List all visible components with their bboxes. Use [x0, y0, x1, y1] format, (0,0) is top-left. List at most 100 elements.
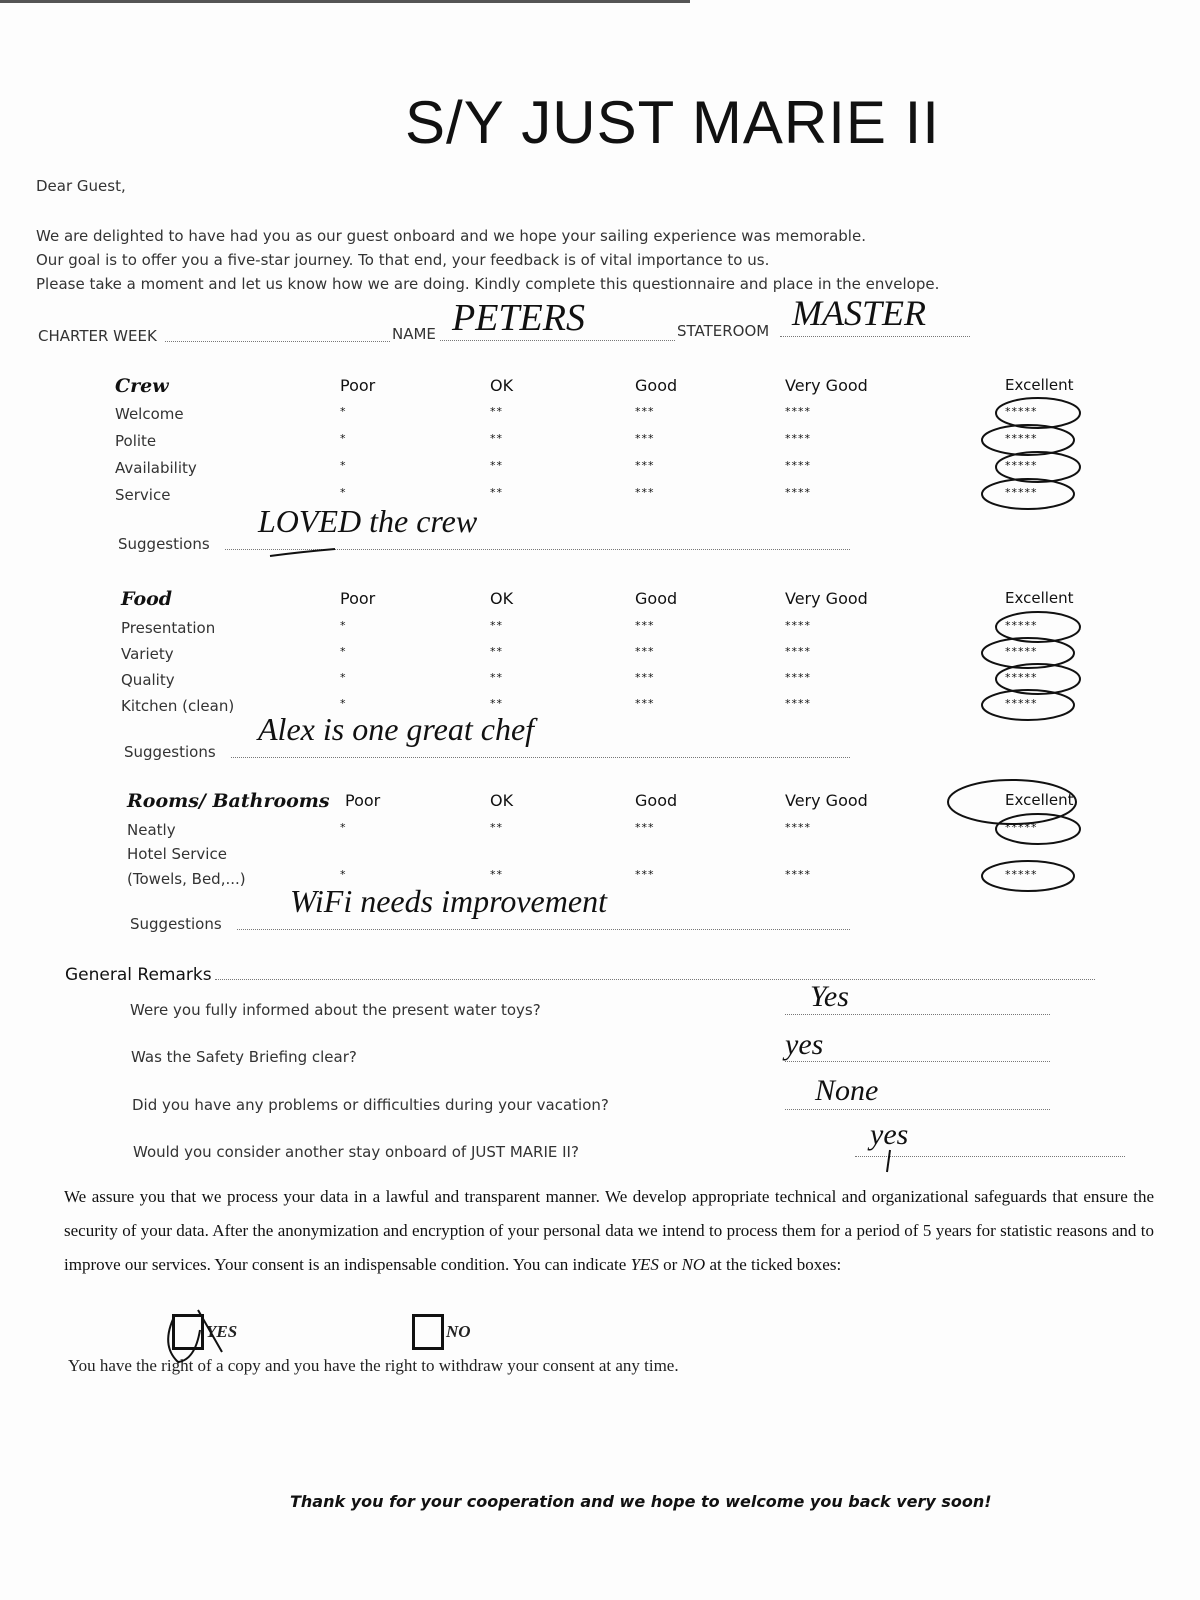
column-header-poor: Poor	[340, 589, 376, 608]
rating-option-5-star[interactable]: *****	[1005, 868, 1038, 881]
general-remarks-label: General Remarks	[65, 965, 212, 985]
stateroom-field[interactable]: MASTER	[792, 293, 926, 333]
consent-or: or	[658, 1255, 682, 1274]
suggestions-label: Suggestions	[118, 535, 210, 553]
rating-option-2-star[interactable]: **	[490, 619, 503, 632]
stateroom-label: STATEROOM	[677, 322, 770, 340]
rating-option-4-star[interactable]: ****	[785, 619, 811, 632]
rating-option-2-star[interactable]: **	[490, 459, 503, 472]
rating-option-2-star[interactable]: **	[490, 405, 503, 418]
name-field-line	[440, 339, 675, 341]
rating-option-1-star[interactable]: *	[340, 821, 347, 834]
rating-option-1-star[interactable]: *	[340, 432, 347, 445]
rating-option-1-star[interactable]: *	[340, 486, 347, 499]
rating-option-3-star[interactable]: ***	[635, 405, 655, 418]
document-title: S/Y JUST MARIE II	[405, 89, 940, 156]
rating-option-1-star[interactable]: *	[340, 671, 347, 684]
column-header-good: Good	[635, 589, 678, 608]
rating-option-4-star[interactable]: ****	[785, 432, 811, 445]
rating-option-5-star[interactable]: *****	[1005, 645, 1038, 658]
rating-row-label: Welcome	[115, 405, 184, 423]
rating-option-3-star[interactable]: ***	[635, 619, 655, 632]
rating-option-1-star[interactable]: *	[340, 405, 347, 418]
answer-line	[785, 1108, 1050, 1110]
rating-option-1-star[interactable]: *	[340, 868, 347, 881]
name-label: NAME	[392, 325, 436, 343]
consent-yes-word: YES	[630, 1255, 659, 1274]
rating-option-1-star[interactable]: *	[340, 697, 347, 710]
column-header-ok: OK	[490, 376, 514, 395]
rating-option-2-star[interactable]: **	[490, 821, 503, 834]
question-text: Would you consider another stay onboard …	[133, 1143, 579, 1161]
rating-option-2-star[interactable]: **	[490, 697, 503, 710]
rating-option-4-star[interactable]: ****	[785, 868, 811, 881]
closing-message: Thank you for your cooperation and we ho…	[290, 1492, 992, 1511]
suggestions-line	[237, 928, 850, 930]
rating-option-2-star[interactable]: **	[490, 671, 503, 684]
column-header-good: Good	[635, 376, 678, 395]
greeting: Dear Guest,	[36, 177, 126, 195]
rating-row-label: Variety	[121, 645, 174, 663]
section-title-2: Rooms/ Bathrooms	[127, 790, 330, 812]
column-header-excellent: Excellent	[1005, 376, 1074, 394]
suggestions-label: Suggestions	[130, 915, 222, 933]
rating-option-5-star[interactable]: *****	[1005, 619, 1038, 632]
general-remarks-field[interactable]	[215, 978, 1095, 980]
rating-option-4-star[interactable]: ****	[785, 671, 811, 684]
rating-option-1-star[interactable]: *	[340, 619, 347, 632]
answer-field[interactable]: yes	[870, 1118, 909, 1151]
rating-option-1-star[interactable]: *	[340, 459, 347, 472]
rating-option-5-star[interactable]: *****	[1005, 697, 1038, 710]
name-field[interactable]: PETERS	[452, 297, 585, 339]
suggestions-field[interactable]: Alex is one great chef	[258, 711, 535, 747]
rating-option-3-star[interactable]: ***	[635, 868, 655, 881]
column-header-excellent: Excellent	[1005, 791, 1074, 809]
rating-option-5-star[interactable]: *****	[1005, 405, 1038, 418]
column-header-ok: OK	[490, 589, 514, 608]
rating-option-3-star[interactable]: ***	[635, 697, 655, 710]
column-header-very-good: Very Good	[785, 791, 868, 810]
rating-row-label: Presentation	[121, 619, 216, 637]
rating-option-2-star[interactable]: **	[490, 868, 503, 881]
rating-option-2-star[interactable]: **	[490, 645, 503, 658]
consent-no-word: NO	[681, 1255, 706, 1274]
rating-option-4-star[interactable]: ****	[785, 405, 811, 418]
rating-option-3-star[interactable]: ***	[635, 671, 655, 684]
consent-rights: You have the right of a copy and you hav…	[68, 1356, 679, 1375]
rating-option-4-star[interactable]: ****	[785, 697, 811, 710]
rating-option-5-star[interactable]: *****	[1005, 671, 1038, 684]
rating-option-5-star[interactable]: *****	[1005, 486, 1038, 499]
rating-option-5-star[interactable]: *****	[1005, 432, 1038, 445]
suggestions-field[interactable]: WiFi needs improvement	[290, 883, 607, 919]
consent-paragraph: We assure you that we process your data …	[64, 1187, 1154, 1274]
rating-option-5-star[interactable]: *****	[1005, 821, 1038, 834]
intro-line-1: We are delighted to have had you as our …	[36, 227, 866, 245]
rating-option-1-star[interactable]: *	[340, 645, 347, 658]
intro-line-2: Our goal is to offer you a five-star jou…	[36, 251, 770, 269]
answer-field[interactable]: None	[815, 1074, 879, 1107]
rating-option-3-star[interactable]: ***	[635, 645, 655, 658]
rating-row-label: (Towels, Bed,...)	[127, 870, 246, 888]
charter-week-field[interactable]	[165, 340, 390, 342]
answer-field[interactable]: Yes	[810, 980, 849, 1013]
rating-option-3-star[interactable]: ***	[635, 432, 655, 445]
rating-option-4-star[interactable]: ****	[785, 821, 811, 834]
rating-option-2-star[interactable]: **	[490, 432, 503, 445]
pen-stroke	[886, 1149, 891, 1173]
rating-option-3-star[interactable]: ***	[635, 821, 655, 834]
answer-field[interactable]: yes	[785, 1028, 824, 1061]
rating-option-3-star[interactable]: ***	[635, 459, 655, 472]
rating-option-4-star[interactable]: ****	[785, 459, 811, 472]
stateroom-field-line	[780, 335, 970, 337]
rating-option-3-star[interactable]: ***	[635, 486, 655, 499]
consent-yes-checkbox[interactable]	[172, 1314, 204, 1350]
rating-option-4-star[interactable]: ****	[785, 486, 811, 499]
consent-text: We assure you that we process your data …	[64, 1180, 1154, 1282]
rating-option-2-star[interactable]: **	[490, 486, 503, 499]
rating-option-5-star[interactable]: *****	[1005, 459, 1038, 472]
suggestions-field[interactable]: LOVED the crew	[258, 503, 478, 539]
rating-option-4-star[interactable]: ****	[785, 645, 811, 658]
consent-no-checkbox[interactable]	[412, 1314, 444, 1350]
consent-yes-label: YES	[206, 1322, 238, 1341]
column-header-ok: OK	[490, 791, 514, 810]
